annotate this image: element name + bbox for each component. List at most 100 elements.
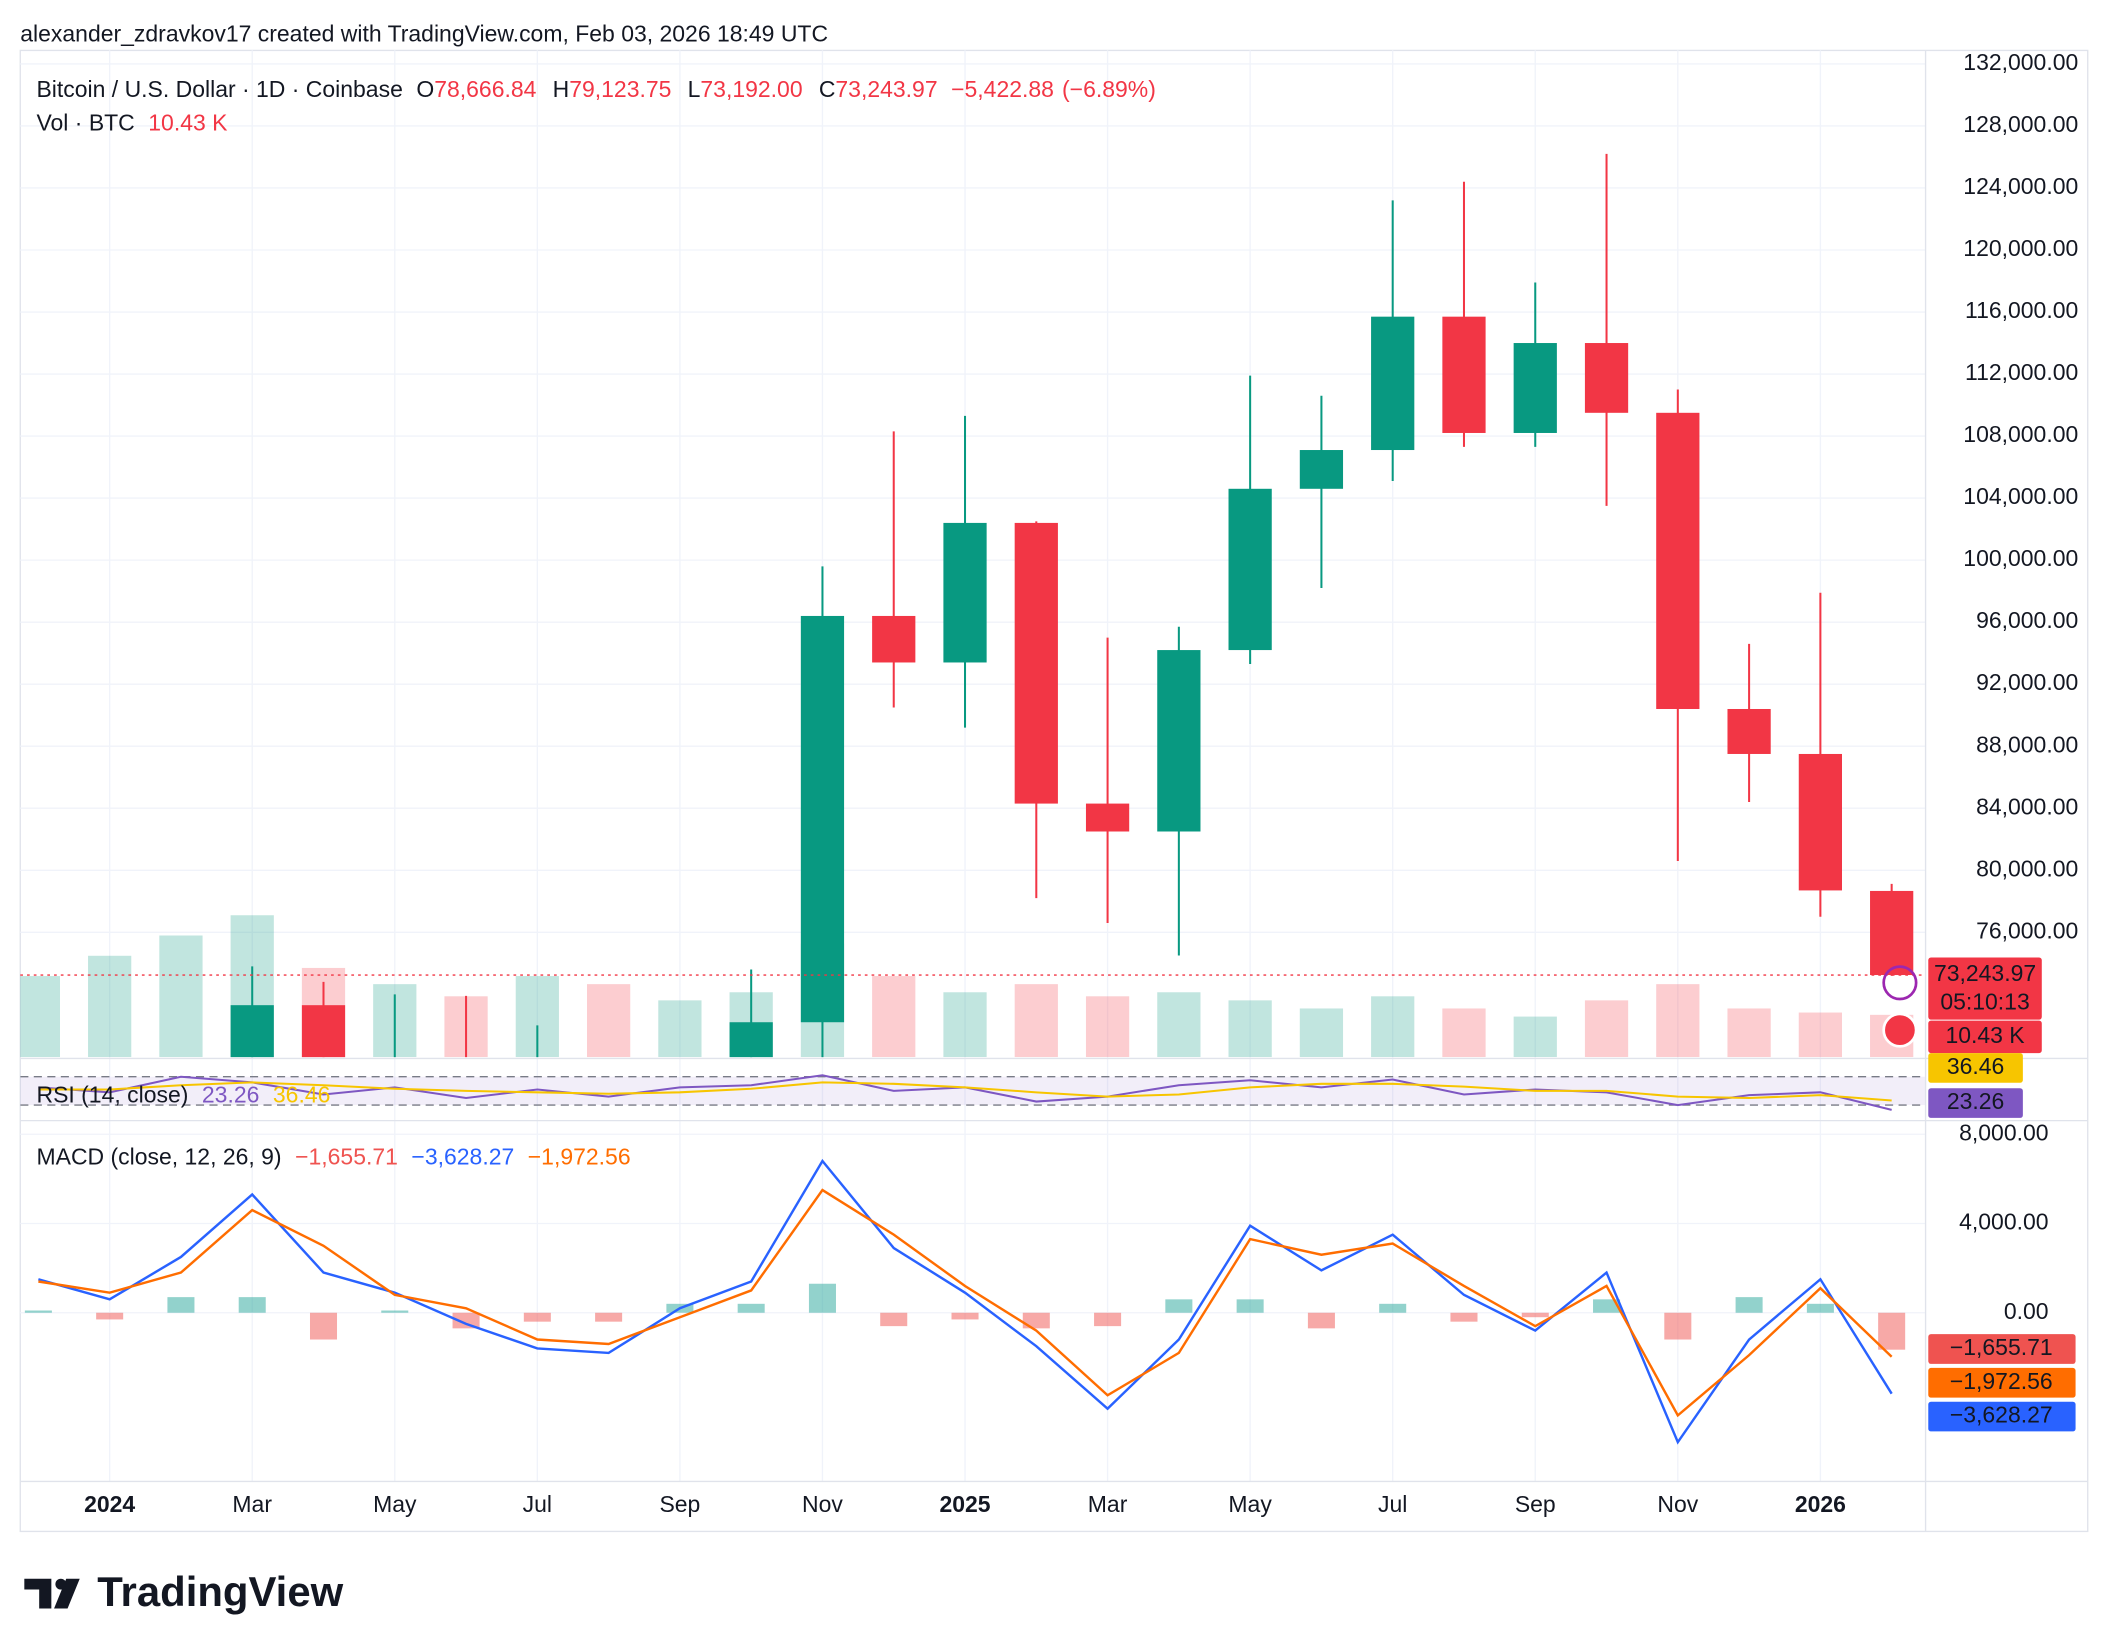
ohlc-value: 79,123.75 bbox=[569, 76, 671, 102]
volume-bar bbox=[159, 935, 203, 1058]
macd-pane bbox=[24, 1158, 1906, 1445]
x-tick-label: May bbox=[1228, 1491, 1272, 1517]
y-tick-label: 0.00 bbox=[2004, 1298, 2049, 1324]
macd-line bbox=[38, 1158, 1893, 1445]
logo-text: TradingView bbox=[97, 1568, 343, 1615]
y-tick-label: 88,000.00 bbox=[1976, 731, 2078, 757]
rsi-legend: RSI (14, close) 23.26 36.46 bbox=[36, 1081, 330, 1107]
x-tick-label: Sep bbox=[1515, 1491, 1556, 1517]
ohlc-value: 73,192.00 bbox=[700, 76, 802, 102]
symbol: Bitcoin / U.S. Dollar · 1D · Coinbase bbox=[36, 76, 402, 102]
macd-histogram-bar bbox=[167, 1297, 195, 1313]
macd-label: −3,628.27 bbox=[1950, 1402, 2053, 1428]
macd-label: −1,972.56 bbox=[1950, 1368, 2053, 1394]
macd-histogram-bar bbox=[24, 1310, 52, 1313]
candle-body bbox=[943, 522, 987, 663]
macd-histogram-bar bbox=[737, 1303, 765, 1313]
countdown: 05:10:13 bbox=[1940, 988, 2029, 1014]
volume-bar bbox=[943, 992, 987, 1058]
candle-body bbox=[872, 615, 916, 663]
volume-bar bbox=[658, 1000, 702, 1058]
volume-bar bbox=[1014, 984, 1058, 1058]
ohlc-key: H bbox=[553, 76, 570, 102]
candle-body bbox=[1656, 412, 1700, 709]
logo: TradingView bbox=[24, 1568, 344, 1615]
icon bbox=[1882, 1012, 1918, 1048]
macd-signal-value: −1,972.56 bbox=[528, 1144, 631, 1170]
macd-histogram-bar bbox=[1094, 1312, 1122, 1327]
macd-legend: MACD (close, 12, 26, 9) −1,655.71 −3,628.2… bbox=[36, 1144, 630, 1170]
x-tick-label: Jul bbox=[523, 1491, 552, 1517]
macd-histogram-bar bbox=[880, 1312, 908, 1327]
volume-bar bbox=[1727, 1008, 1771, 1058]
x-tick-label: May bbox=[373, 1491, 417, 1517]
x-tick-label: Sep bbox=[659, 1491, 700, 1517]
rsi-value: 23.26 bbox=[202, 1081, 259, 1107]
candle-body bbox=[1299, 450, 1344, 489]
rsi-label: 23.26 bbox=[1947, 1088, 2004, 1114]
y-tick-label: 4,000.00 bbox=[1959, 1209, 2048, 1235]
volume-bar bbox=[872, 976, 916, 1058]
macd-box bbox=[1928, 1334, 2076, 1364]
macd-title: MACD (close, 12, 26, 9) bbox=[36, 1144, 281, 1170]
volume-bar bbox=[1798, 1012, 1843, 1058]
macd-box bbox=[1928, 1401, 2076, 1432]
macd-histogram-bar bbox=[595, 1312, 623, 1322]
last-price-box bbox=[1928, 957, 2042, 1020]
volume-bar bbox=[1513, 1016, 1557, 1058]
volume-legend: Vol · BTC 10.43 K bbox=[36, 110, 228, 136]
volume-bar bbox=[1584, 1000, 1629, 1058]
rsi-pane bbox=[20, 1074, 1926, 1111]
plot bbox=[20, 153, 1926, 1445]
x-tick-label: 2026 bbox=[1795, 1491, 1846, 1517]
macd-histogram-bar bbox=[1236, 1299, 1264, 1313]
volume-bar bbox=[88, 955, 132, 1058]
macd-histogram-bar bbox=[1806, 1303, 1834, 1313]
volume-bar bbox=[586, 984, 631, 1058]
x-tick-label: Jul bbox=[1378, 1491, 1407, 1517]
volume-box bbox=[1928, 1020, 2042, 1054]
ohlc-key: C bbox=[819, 76, 836, 102]
ohlc-key: O bbox=[416, 76, 434, 102]
change: −5,422.88 bbox=[951, 76, 1054, 102]
last-price-label: 73,243.97 bbox=[1934, 960, 2036, 986]
macd-histogram-bar bbox=[1165, 1299, 1193, 1313]
candle-body bbox=[1228, 488, 1272, 651]
x-tick-label: Nov bbox=[1657, 1491, 1698, 1517]
candle-body bbox=[301, 1005, 346, 1058]
volume-value: 10.43 K bbox=[148, 110, 228, 136]
macd-histogram-bar bbox=[808, 1283, 836, 1313]
rsi-box bbox=[1928, 1053, 2023, 1083]
logo-mark bbox=[24, 1578, 80, 1609]
candle-body bbox=[230, 1005, 274, 1058]
macd-histogram-bar bbox=[1521, 1312, 1549, 1318]
x-tick-label: Nov bbox=[802, 1491, 843, 1517]
volume-bar bbox=[1228, 1000, 1272, 1058]
candle-body bbox=[1085, 803, 1130, 832]
volume-label: 10.43 K bbox=[1945, 1022, 2025, 1048]
candle-body bbox=[800, 615, 845, 1023]
y-tick-label: 96,000.00 bbox=[1976, 607, 2078, 633]
rsi-line bbox=[38, 1081, 1892, 1102]
legend: Bitcoin / U.S. Dollar · 1D · Coinbase O78… bbox=[36, 76, 1155, 102]
y-tick-label: 108,000.00 bbox=[1963, 421, 2078, 447]
candle-body bbox=[1870, 890, 1914, 976]
logo-dot bbox=[55, 1578, 67, 1590]
volume-bar bbox=[1656, 984, 1700, 1058]
y-tick-label: 76,000.00 bbox=[1976, 917, 2078, 943]
macd-histogram-bar bbox=[238, 1297, 266, 1313]
candle-body bbox=[1371, 316, 1415, 451]
candle-body bbox=[729, 1022, 773, 1058]
x-tick-label: Mar bbox=[1088, 1491, 1128, 1517]
y-tick-label: 80,000.00 bbox=[1976, 855, 2078, 881]
y-tick-label: 128,000.00 bbox=[1963, 111, 2078, 137]
macd-label: −1,655.71 bbox=[1950, 1334, 2053, 1360]
y-tick-label: 100,000.00 bbox=[1963, 545, 2078, 571]
macd-box bbox=[1928, 1367, 2076, 1398]
macd-histogram-bar bbox=[1664, 1312, 1692, 1340]
x-tick-label: 2024 bbox=[84, 1491, 135, 1517]
attribution: alexander_zdravkov17 created with Tradin… bbox=[20, 21, 828, 47]
